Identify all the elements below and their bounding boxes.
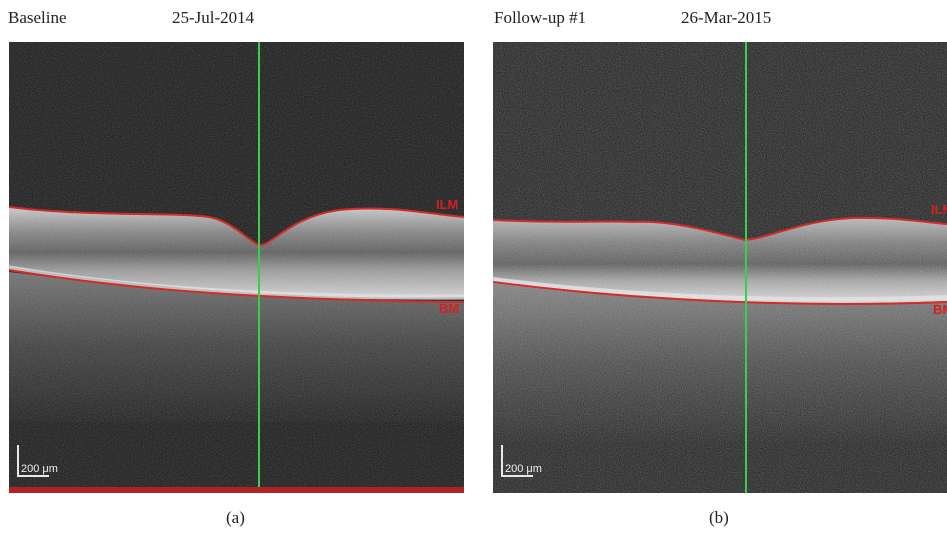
oct-scan-b: ILM BM 200 μm [493,42,947,493]
bottom-red-bar [9,487,464,493]
bm-boundary-b [493,281,947,305]
ilm-label-b: ILM [931,202,947,217]
scale-text-b: 200 μm [505,463,542,475]
panel-b-date: 26-Mar-2015 [681,8,772,27]
panel-a-title: Baseline [8,8,67,27]
ilm-label-a: ILM [436,197,459,212]
oct-scan-a: ILM BM 200 μm [9,42,464,493]
caption-b: (b) [709,508,729,527]
bm-label-b: BM [933,302,947,317]
bm-label-a: BM [439,301,460,316]
oct-image-a [9,42,464,493]
panel-b-title: Follow-up #1 [494,8,587,27]
panel-a-date: 25-Jul-2014 [172,8,255,27]
scale-text-a: 200 μm [21,463,58,475]
scale-bar-a [17,445,49,477]
oct-image-b [493,42,947,493]
caption-a: (a) [226,508,245,527]
ilm-boundary-b [493,216,947,242]
bm-boundary-a [9,269,464,303]
scale-bar-b [501,445,533,477]
